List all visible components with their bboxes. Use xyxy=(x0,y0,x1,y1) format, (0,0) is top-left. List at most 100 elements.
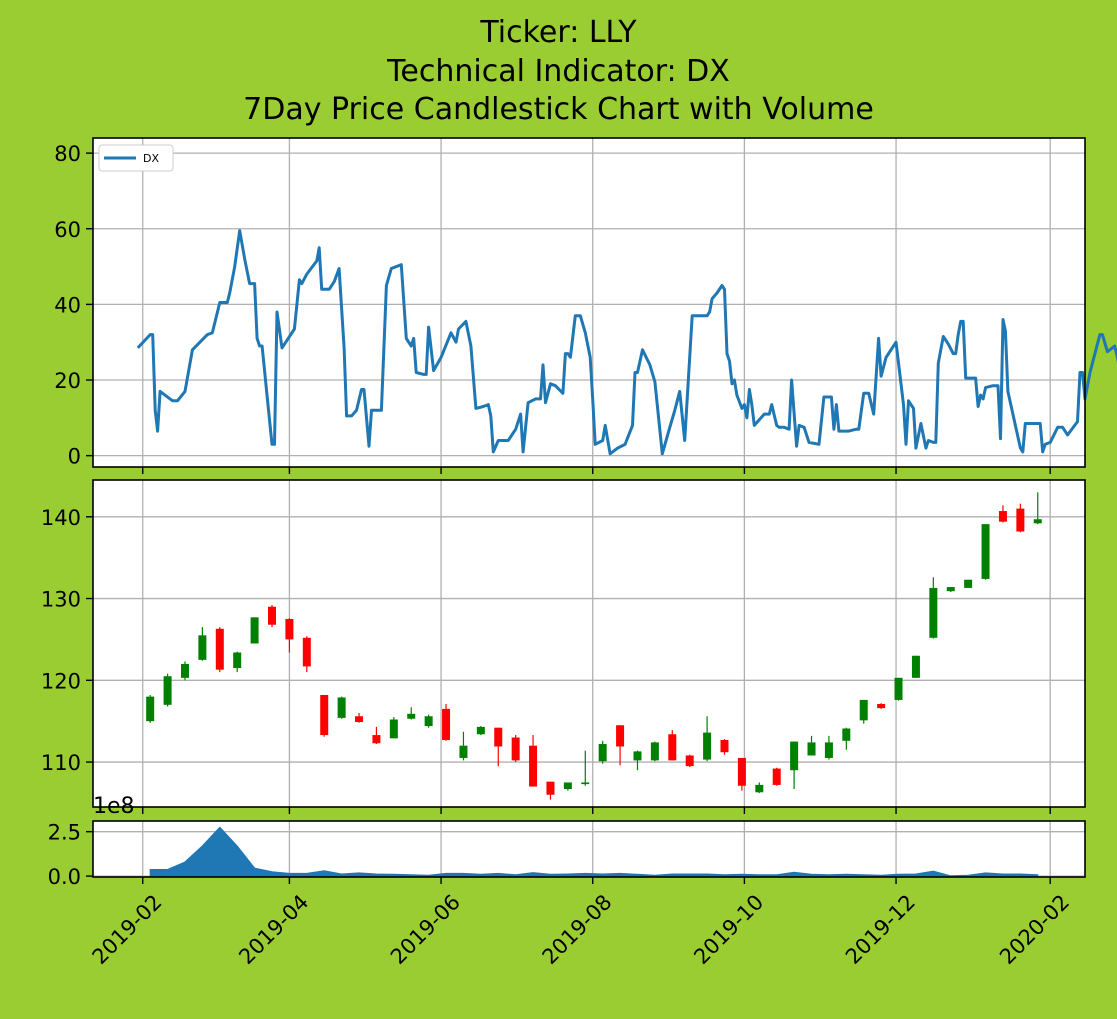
x-tick-label-1: 2019-04 xyxy=(234,890,313,969)
x-tick-label-5: 2019-12 xyxy=(841,890,920,969)
candle-body-9 xyxy=(302,637,311,667)
candle-body-36 xyxy=(772,768,781,785)
candle-46 xyxy=(946,587,955,592)
candle-37 xyxy=(790,741,799,790)
candle-body-39 xyxy=(824,742,833,758)
x-tick-label-6: 2020-02 xyxy=(995,890,1074,969)
candle-13 xyxy=(372,726,381,745)
price-ytick-label-3: 140 xyxy=(41,506,81,530)
candle-22 xyxy=(529,735,538,787)
candle-body-26 xyxy=(598,744,607,762)
volume-ytick-label-1: 2.5 xyxy=(48,821,81,845)
candle-body-43 xyxy=(894,677,903,700)
x-tick-label-0: 2019-02 xyxy=(88,890,167,969)
candle-40 xyxy=(842,727,851,750)
candle-body-50 xyxy=(1016,508,1025,532)
candle-7 xyxy=(268,605,277,628)
candle-body-37 xyxy=(790,741,799,771)
candle-body-13 xyxy=(372,735,381,744)
candle-24 xyxy=(563,782,572,791)
candle-38 xyxy=(807,735,816,756)
candle-36 xyxy=(772,767,781,786)
chart-title-line-2: Technical Indicator: DX xyxy=(387,54,730,89)
candle-body-29 xyxy=(650,742,659,761)
candle-body-7 xyxy=(268,606,277,625)
price-ytick-label-2: 130 xyxy=(41,588,81,612)
indicator-frame xyxy=(92,137,1086,468)
candle-15 xyxy=(407,707,416,720)
candle-body-11 xyxy=(337,697,346,718)
candle-body-48 xyxy=(981,524,990,579)
candle-body-33 xyxy=(720,739,729,753)
candle-27 xyxy=(616,725,625,766)
candle-18 xyxy=(459,731,468,761)
candle-body-22 xyxy=(529,745,538,787)
candle-50 xyxy=(1016,503,1025,533)
candle-4 xyxy=(215,627,224,673)
candle-body-0 xyxy=(146,696,155,722)
chart-title-line-3: 7Day Price Candlestick Chart with Volume xyxy=(243,92,874,127)
candle-body-25 xyxy=(581,782,590,785)
price-ytick-label-0: 110 xyxy=(41,751,81,775)
price-plot-area xyxy=(93,480,1085,807)
candle-body-19 xyxy=(476,726,485,735)
candle-body-51 xyxy=(1033,519,1042,524)
candle-35 xyxy=(755,782,764,794)
candle-23 xyxy=(546,781,555,800)
candle-body-44 xyxy=(911,655,920,678)
candle-body-41 xyxy=(859,699,868,721)
candle-body-15 xyxy=(407,713,416,719)
candle-body-6 xyxy=(250,617,259,644)
candle-32 xyxy=(703,716,712,762)
candle-9 xyxy=(302,636,311,673)
candle-body-35 xyxy=(755,784,764,793)
candle-14 xyxy=(389,717,398,739)
candle-body-3 xyxy=(198,635,207,660)
legend: DX xyxy=(98,144,174,172)
candle-body-20 xyxy=(494,727,503,747)
indicator-ytick-label-3: 60 xyxy=(54,218,81,242)
candle-body-1 xyxy=(163,676,172,705)
candle-body-34 xyxy=(737,757,746,786)
price-frame xyxy=(92,479,1086,808)
candle-body-30 xyxy=(668,734,677,761)
volume-multiplier-label: 1e8 xyxy=(93,794,135,819)
candle-body-23 xyxy=(546,781,555,795)
candle-48 xyxy=(981,524,990,580)
volume-frame xyxy=(92,820,1086,878)
indicator-ytick-label-0: 0 xyxy=(68,445,81,469)
candle-2 xyxy=(180,661,189,681)
volume-plot-area xyxy=(93,821,1085,877)
candle-41 xyxy=(859,699,868,724)
candle-body-18 xyxy=(459,745,468,758)
candle-body-45 xyxy=(929,587,938,638)
indicator-ytick-label-4: 80 xyxy=(54,142,81,166)
candle-body-49 xyxy=(998,511,1007,522)
candle-body-14 xyxy=(389,719,398,739)
candle-43 xyxy=(894,677,903,701)
candle-34 xyxy=(737,757,746,791)
candle-body-5 xyxy=(233,652,242,669)
candle-20 xyxy=(494,727,503,767)
candle-body-10 xyxy=(320,695,329,736)
candle-body-12 xyxy=(355,716,364,722)
candle-47 xyxy=(964,579,973,588)
candle-0 xyxy=(146,695,155,723)
candle-body-8 xyxy=(285,618,294,640)
price-ytick-label-1: 120 xyxy=(41,669,81,693)
candle-body-4 xyxy=(215,628,224,670)
candle-body-28 xyxy=(633,751,642,761)
candle-body-2 xyxy=(180,663,189,678)
candle-19 xyxy=(476,726,485,736)
candle-body-27 xyxy=(616,725,625,747)
candle-body-17 xyxy=(442,708,451,740)
candle-17 xyxy=(442,703,451,741)
indicator-ytick-label-2: 40 xyxy=(54,293,81,317)
legend-label-dx: DX xyxy=(143,152,159,165)
candle-25 xyxy=(581,750,590,786)
candle-body-31 xyxy=(685,755,694,767)
candle-26 xyxy=(598,740,607,764)
candle-11 xyxy=(337,696,346,719)
candle-21 xyxy=(511,735,520,763)
